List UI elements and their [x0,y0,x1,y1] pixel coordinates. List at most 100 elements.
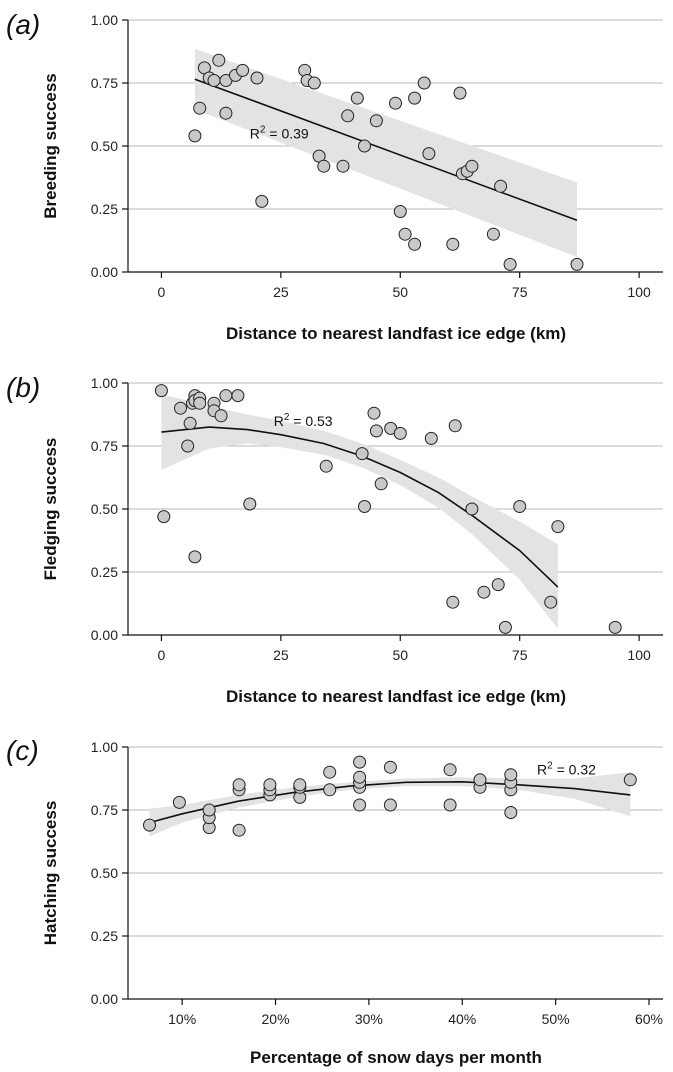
panel-b-data-point [374,477,388,491]
panel-a-x-tick-label: 50 [392,284,408,300]
panel-c-y-tick-label: 0.50 [91,865,118,881]
panel-b-x-tick-label: 75 [512,647,528,663]
panel-c-y-tick-label: 1.00 [91,739,118,755]
panel-b-y-tick-label: 0.25 [91,564,118,580]
panel-b-data-point [243,497,257,511]
panel-c-label: (c) [6,735,39,766]
panel-b-data-point [369,424,383,438]
panel-a-label: (a) [6,9,40,40]
panel-c-y-tick-label: 0.75 [91,802,118,818]
panel-b-data-point [477,585,491,599]
panel-b-data-point [498,620,512,634]
panel-b-data-point [219,389,233,403]
panel-b-y-tick-label: 0.00 [91,627,118,643]
panel-c-x-tick-label: 20% [262,1011,290,1027]
panel-b-data-point [608,620,622,634]
panel-a-y-tick-label: 0.00 [91,264,118,280]
panel-a: 0.00 0.25 0.50 0.75 1.00 0 25 50 75 100 (a) Dista… [6,9,663,343]
panel-c-plot: 0.00 0.25 0.50 0.75 1.00 10% 20% 30% 40% 50% 60% [91,739,663,1027]
panel-b-x-tick-label: 50 [392,647,408,663]
panel-c-x-tick-label: 30% [355,1011,383,1027]
panel-b-data-point [465,502,479,516]
panel-c-data-point [172,795,186,809]
panel-b-x-tick-label: 0 [158,647,166,663]
panel-b-data-point [231,389,245,403]
panel-c-data-point [623,773,637,787]
panel-a-x-tick-label: 75 [512,284,528,300]
panel-b-data-point [544,595,558,609]
panel-a-data-point [358,139,371,153]
panel-a-data-point [236,63,250,77]
panel-c-data-point [263,778,277,792]
panel-c-data-point [202,803,216,817]
panel-a-data-point [494,179,508,193]
panel-b-confidence-band [161,394,558,629]
panel-c-data-point [383,760,397,774]
panel-a-data-point [188,129,202,143]
panel-a-plot: 0.00 0.25 0.50 0.75 1.00 0 25 50 75 100 [91,12,663,300]
panel-b-data-point [174,401,187,415]
panel-a-data-point [398,227,412,241]
panel-a-data-point [219,106,233,120]
panel-b-data-point [188,550,202,564]
panel-a-data-point [389,96,402,110]
panel-a-y-tick-label: 0.25 [91,201,118,217]
panel-c-data-point [293,778,307,792]
panel-a-x-tick-label: 100 [627,284,651,300]
panel-c-y-axis-title: Hatching success [41,801,60,946]
panel-c-data-point [143,818,156,832]
panel-a-y-tick-label: 0.50 [91,138,118,154]
panel-b-data-point [513,500,527,513]
panel-b-data-point [183,416,197,430]
panel-c-y-tick-label: 0.25 [91,928,118,944]
panel-c-data-point [353,798,367,812]
panel-a-data-point [408,237,422,251]
panel-b-y-tick-label: 1.00 [91,375,118,391]
panel-a-data-point [207,74,221,87]
panel-b-x-tick-label: 25 [273,647,289,663]
panel-c-data-point [443,763,457,777]
panel-b-data-point [551,520,565,534]
panel-a-fit-line [194,78,578,222]
panel-c-data-point [473,773,487,787]
panel-b-data-point [157,510,171,524]
panel-a-data-point [503,257,517,271]
panel-b-data-point [367,406,381,420]
panel-c-x-axis-title: Percentage of snow days per month [250,1048,542,1067]
panel-a-data-point [422,147,436,161]
panel-a-x-tick-label: 0 [158,284,166,300]
panel-c-data-point [443,798,457,812]
panel-a-data-point [446,237,460,251]
panel-a-confidence-band [194,49,577,257]
panel-b-data-point [358,500,371,513]
panel-b-data-point [319,459,333,473]
panel-b-plot: 0.00 0.25 0.50 0.75 1.00 0 25 50 75 100 [91,375,663,663]
panel-b-data-point [193,396,207,410]
panel-b: 0.00 0.25 0.50 0.75 1.00 0 25 50 75 100 (b) Dista… [6,372,663,706]
panel-c-x-tick-label: 60% [635,1011,663,1027]
panel-b-data-point [154,384,168,398]
panel-b-y-tick-label: 0.75 [91,438,118,454]
panel-b-data-point [393,426,407,440]
panel-c-r2-label: R2 = 0.32 [537,761,596,778]
panel-a-data-point [336,159,350,173]
panel-a-data-point [570,257,584,271]
panel-c-x-tick-label: 10% [168,1011,196,1027]
panel-a-y-axis-title: Breeding success [41,73,60,219]
panel-c: 0.00 0.25 0.50 0.75 1.00 10% 20% 30% 40% 50% 60% (… [6,735,663,1067]
panel-b-data-point [446,595,460,609]
panel-c-x-tick-label: 40% [448,1011,476,1027]
panel-c-data-point [504,806,518,819]
panel-c-data-point [323,783,337,797]
panel-a-data-point [408,91,422,105]
panel-c-data-point [353,755,367,769]
panel-b-r2-label: R2 = 0.53 [274,412,333,429]
panel-a-data-point [255,194,269,208]
panel-a-data-point [369,114,383,128]
panel-b-data-point [181,439,195,453]
panel-a-data-point [317,159,331,173]
panel-a-y-tick-label: 0.75 [91,75,118,91]
panel-a-data-point [212,53,226,67]
panel-c-data-point [232,823,246,837]
